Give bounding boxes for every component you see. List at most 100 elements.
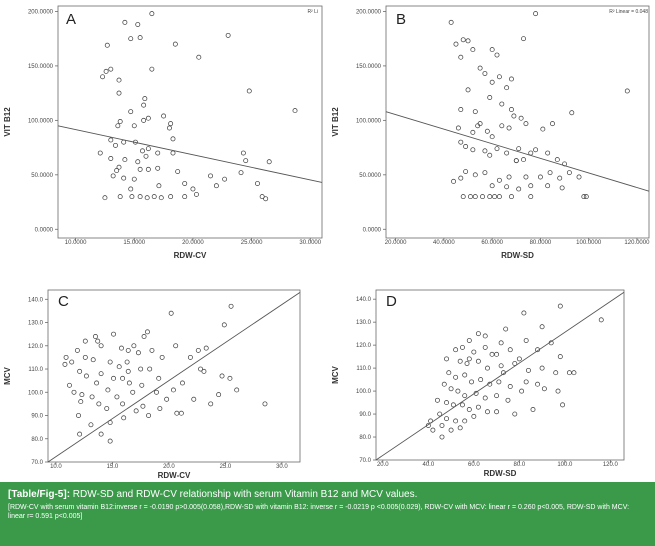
data-point — [489, 183, 495, 189]
y-tick-label: 50.0000 — [359, 173, 381, 179]
x-tick-label: 10.0 — [50, 464, 62, 470]
data-point — [554, 157, 560, 163]
data-point — [146, 413, 152, 418]
scatter-chart-a: 10.0000 15.0000 20.0000 25.0000 30.0000 0.000… — [3, 5, 323, 260]
data-point — [489, 47, 495, 53]
data-point — [437, 411, 443, 417]
data-point — [172, 41, 178, 47]
data-point — [453, 418, 459, 424]
data-point — [496, 194, 502, 200]
x-axis-label: RDW-CV — [158, 471, 191, 480]
x-tick-label: 20.0 — [163, 464, 175, 470]
y-axis-label: MCV — [3, 366, 12, 384]
data-point — [225, 32, 231, 38]
data-point — [96, 401, 102, 407]
data-point — [196, 54, 202, 60]
data-point — [528, 183, 534, 189]
data-point — [467, 194, 473, 200]
data-point — [138, 366, 144, 372]
data-point — [448, 19, 454, 25]
x-tick-label: 20.0 — [377, 462, 389, 468]
data-point — [569, 110, 575, 116]
data-point — [63, 354, 69, 360]
x-tick-label: 80.0 — [513, 462, 525, 468]
data-point — [537, 174, 543, 180]
data-point — [512, 411, 518, 417]
y-tick-label: 150.0000 — [28, 64, 54, 70]
data-point — [494, 351, 500, 357]
data-point — [243, 158, 249, 164]
data-point — [504, 85, 510, 91]
data-point — [439, 434, 445, 440]
data-point — [547, 170, 553, 176]
x-tick-label: 20.0000 — [182, 240, 204, 246]
figure-caption: [Table/Fig-5]: RDW-SD and RDW-CV relatio… — [0, 482, 655, 546]
y-tick-label: 50.0000 — [31, 173, 53, 179]
y-tick-label: 0.0000 — [363, 227, 382, 233]
data-point — [110, 173, 116, 179]
data-point — [89, 394, 95, 400]
y-tick-label: 100.0 — [28, 390, 44, 396]
y-axis-label: VIT B12 — [3, 107, 12, 137]
data-point — [115, 123, 121, 129]
data-point — [119, 345, 124, 351]
data-point — [168, 121, 174, 127]
data-point — [74, 347, 80, 353]
data-point — [259, 194, 265, 200]
data-point — [458, 175, 464, 181]
y-axis-label: VIT B12 — [331, 107, 340, 137]
data-point — [137, 35, 143, 41]
x-tick-label: 100.0 — [557, 462, 573, 468]
data-point — [492, 194, 498, 200]
data-point — [167, 125, 172, 131]
data-point — [557, 303, 563, 309]
data-point — [69, 359, 75, 365]
data-point — [530, 407, 536, 412]
data-point — [446, 370, 452, 376]
data-point — [499, 101, 505, 107]
data-point — [221, 322, 227, 328]
x-tick-label: 30.0 — [276, 464, 288, 470]
data-point — [487, 152, 493, 158]
data-point — [430, 427, 436, 433]
data-point — [484, 128, 490, 134]
data-point — [499, 123, 505, 129]
data-point — [506, 174, 512, 180]
data-point — [128, 109, 134, 115]
data-point — [506, 125, 512, 131]
data-point — [157, 406, 163, 411]
data-point — [141, 334, 147, 339]
data-point — [140, 403, 146, 409]
data-point — [451, 178, 457, 184]
data-point — [94, 380, 100, 386]
data-point — [140, 148, 145, 154]
data-point — [545, 183, 551, 189]
r-squared-note: R² Linear = 0.048 — [609, 9, 648, 15]
data-point — [455, 388, 461, 394]
data-point — [139, 382, 145, 388]
data-point — [528, 194, 534, 200]
data-point — [485, 409, 490, 415]
data-point — [444, 416, 449, 422]
data-point — [155, 165, 161, 171]
data-point — [504, 184, 510, 190]
data-point — [263, 196, 269, 202]
panel-letter: A — [66, 11, 76, 28]
data-point — [128, 186, 134, 192]
data-point — [523, 174, 529, 180]
data-point — [453, 41, 459, 47]
data-point — [460, 402, 465, 408]
data-point — [82, 354, 88, 360]
data-point — [560, 402, 566, 408]
y-tick-label: 140.0 — [356, 297, 372, 303]
data-point — [444, 356, 449, 362]
data-point — [216, 392, 222, 398]
data-point — [448, 386, 454, 392]
data-point — [107, 438, 113, 444]
data-point — [170, 387, 176, 393]
data-point — [480, 194, 485, 200]
data-point — [509, 194, 514, 200]
data-point — [470, 147, 476, 153]
data-point — [88, 422, 94, 428]
data-point — [103, 68, 109, 74]
